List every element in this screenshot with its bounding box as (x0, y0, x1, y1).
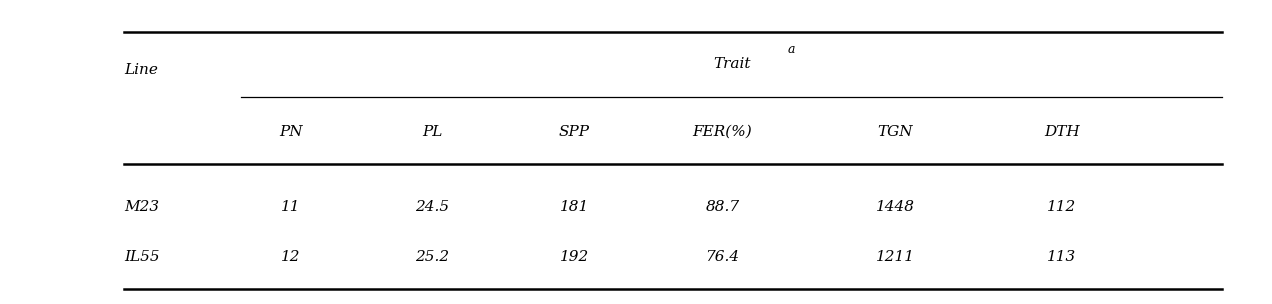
Text: 192: 192 (560, 250, 589, 264)
Text: PN: PN (279, 125, 303, 139)
Text: a: a (787, 43, 795, 56)
Text: 11: 11 (281, 200, 300, 214)
Text: TGN: TGN (878, 125, 913, 139)
Text: Line: Line (125, 63, 158, 77)
Text: 88.7: 88.7 (706, 200, 739, 214)
Text: M23: M23 (125, 200, 159, 214)
Text: 113: 113 (1047, 250, 1076, 264)
Text: 181: 181 (560, 200, 589, 214)
Text: 12: 12 (281, 250, 300, 264)
Text: 25.2: 25.2 (416, 250, 450, 264)
Text: 1211: 1211 (876, 250, 915, 264)
Text: 76.4: 76.4 (706, 250, 739, 264)
Text: 1448: 1448 (876, 200, 915, 214)
Text: Trait: Trait (714, 57, 750, 71)
Text: SPP: SPP (558, 125, 590, 139)
Text: DTH: DTH (1044, 125, 1080, 139)
Text: IL55: IL55 (125, 250, 160, 264)
Text: 24.5: 24.5 (416, 200, 450, 214)
Text: PL: PL (422, 125, 443, 139)
Text: 112: 112 (1047, 200, 1076, 214)
Text: FER(%): FER(%) (693, 125, 753, 139)
